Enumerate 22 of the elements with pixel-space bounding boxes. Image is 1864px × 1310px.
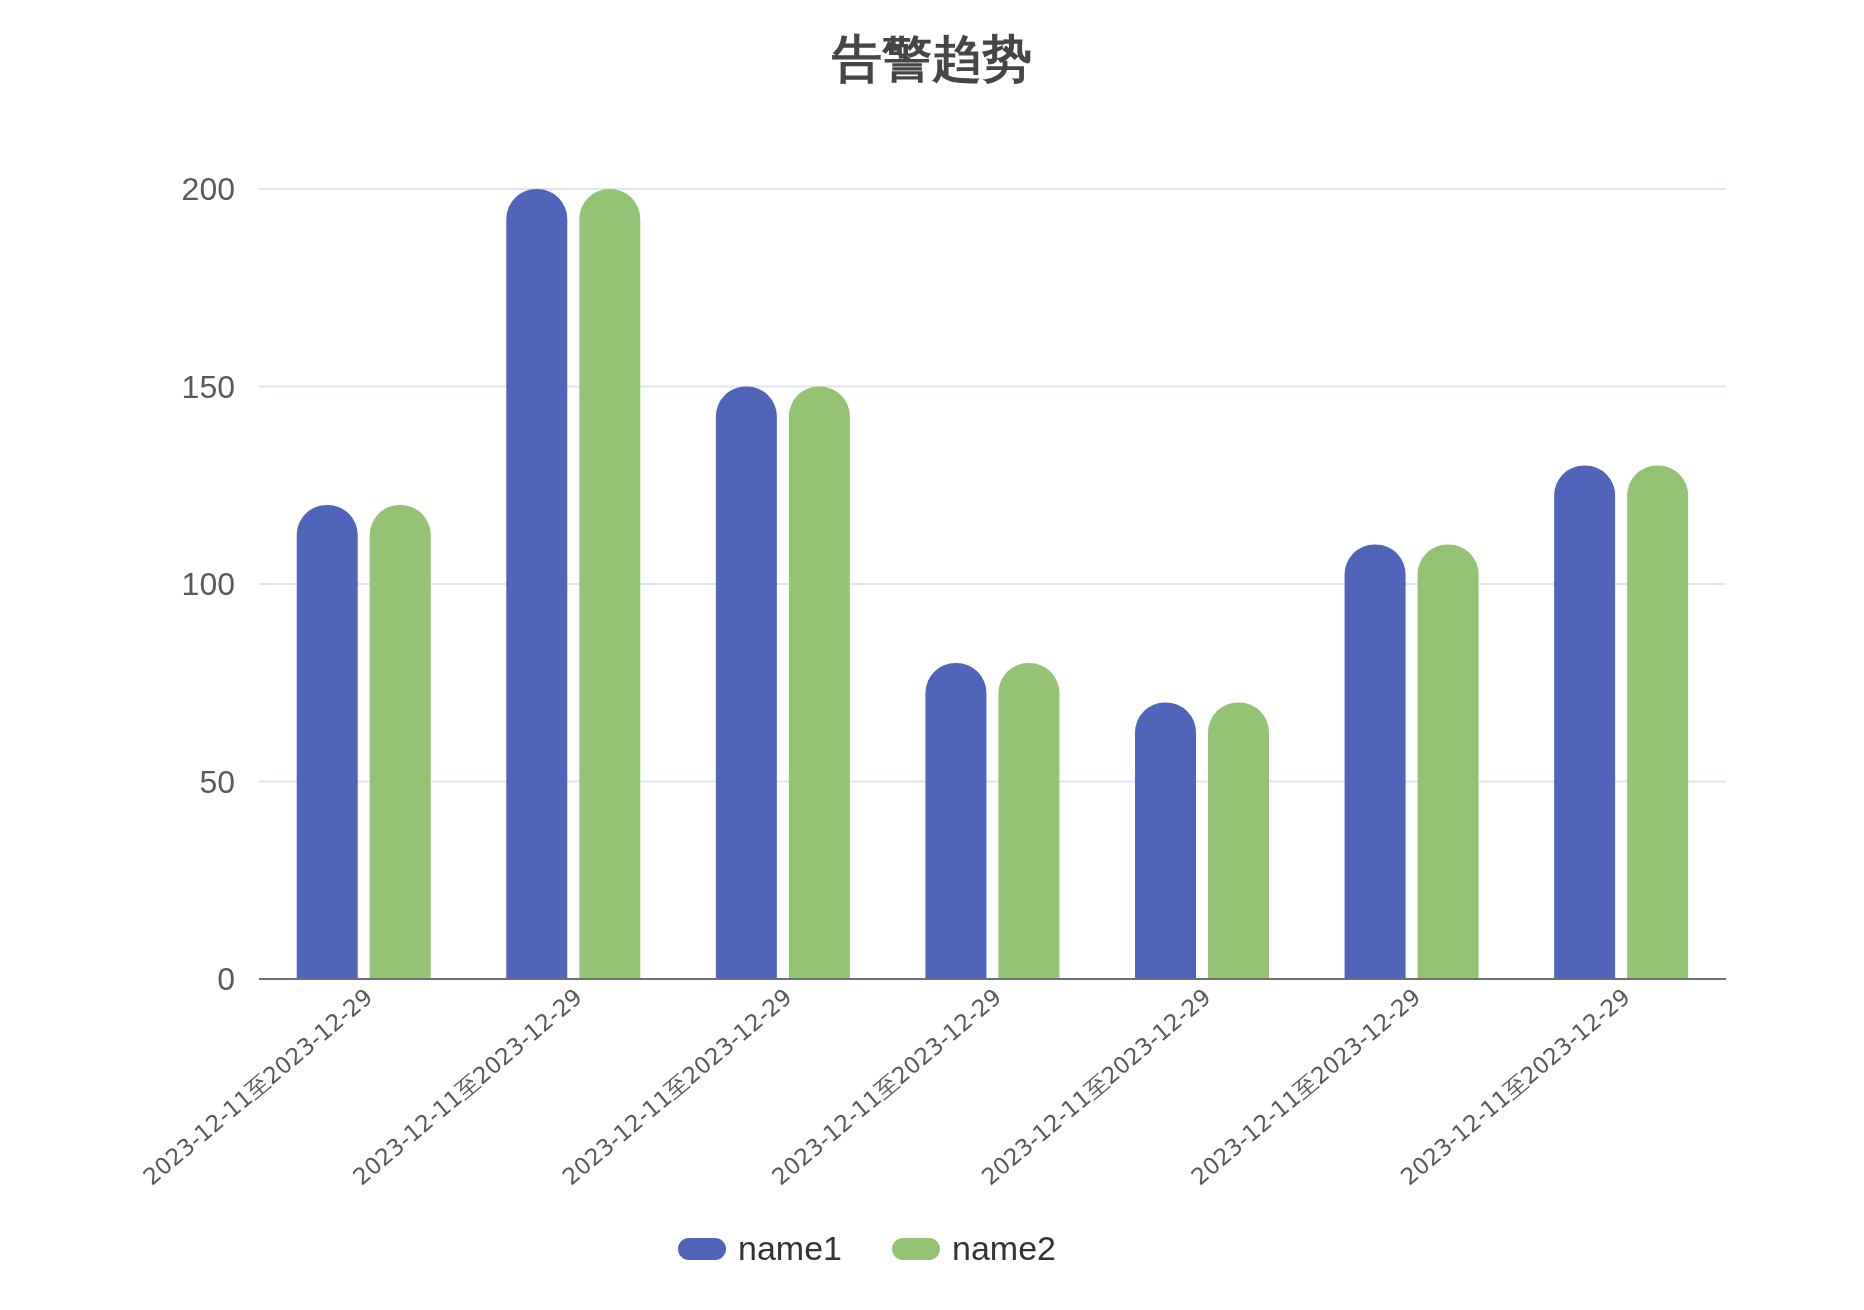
bar [925,663,987,979]
y-tick-label: 150 [181,368,235,405]
chart-title: 告警趋势 [831,29,1033,90]
y-tick-label: 0 [217,961,235,998]
bar [998,663,1060,979]
bar [1208,702,1270,979]
legend-label: name1 [738,1229,842,1268]
legend-label: name2 [952,1229,1056,1268]
bar [506,189,568,979]
bar [1135,702,1197,979]
bar [369,505,431,979]
bar [788,386,850,979]
y-tick-label: 50 [199,763,235,800]
bar [715,386,777,979]
bar [296,505,358,979]
bar [1344,544,1406,979]
bar [1627,465,1689,979]
y-tick-label: 100 [181,566,235,603]
bar [1554,465,1616,979]
bar [1417,544,1479,979]
y-tick-label: 200 [181,171,235,208]
bar [579,189,641,979]
